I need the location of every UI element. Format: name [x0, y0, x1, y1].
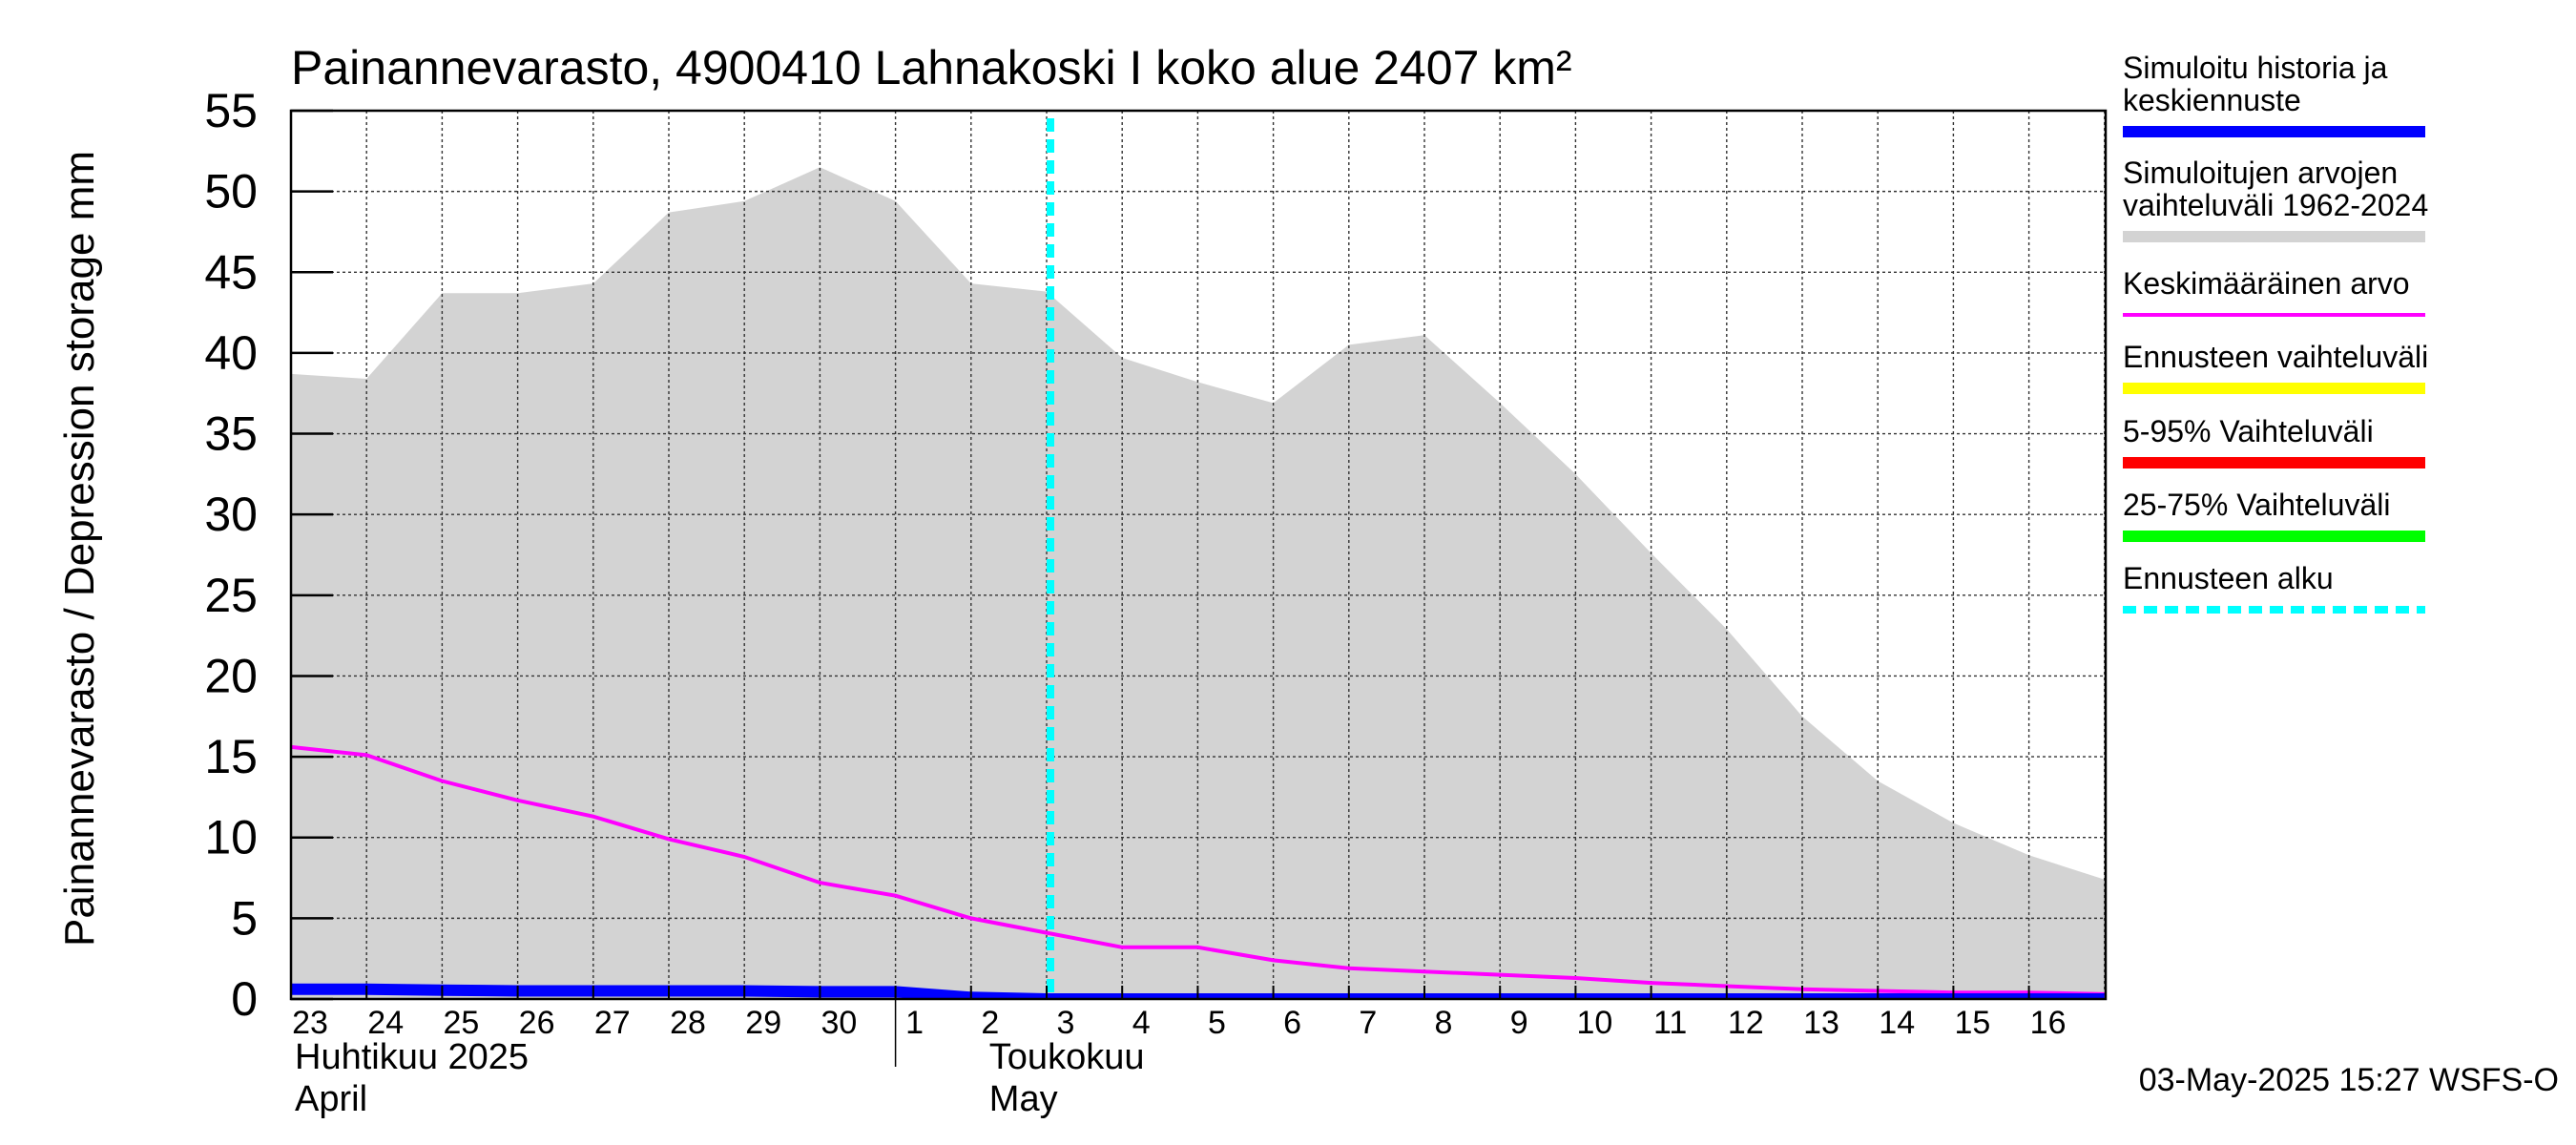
- chart-title: Painannevarasto, 4900410 Lahnakoski I ko…: [291, 41, 1572, 94]
- x-tick-label: 2: [981, 1005, 999, 1041]
- month-label-fi: Huhtikuu 2025: [295, 1037, 529, 1077]
- x-tick-label: 29: [745, 1005, 781, 1041]
- x-tick-label: 12: [1728, 1005, 1764, 1041]
- x-tick-label: 26: [519, 1005, 555, 1041]
- legend-label: Simuloitujen arvojen: [2123, 156, 2398, 190]
- x-tick-label: 9: [1510, 1005, 1528, 1041]
- y-tick-label: 5: [231, 891, 258, 945]
- month-label-fi: Toukokuu: [989, 1037, 1145, 1077]
- x-tick-label: 3: [1057, 1005, 1075, 1041]
- y-tick-label: 40: [204, 326, 258, 380]
- x-tick-label: 10: [1576, 1005, 1612, 1041]
- y-tick-label: 25: [204, 569, 258, 622]
- timestamp-footer: 03-May-2025 15:27 WSFS-O: [2139, 1062, 2559, 1098]
- legend-label: Simuloitu historia ja: [2123, 51, 2388, 85]
- x-tick-label: 4: [1132, 1005, 1151, 1041]
- x-tick-label: 5: [1208, 1005, 1226, 1041]
- y-tick-label: 20: [204, 649, 258, 702]
- x-tick-label: 30: [821, 1005, 857, 1041]
- x-tick-label: 27: [594, 1005, 631, 1041]
- y-tick-label: 55: [204, 84, 258, 137]
- y-tick-label: 15: [204, 730, 258, 783]
- y-tick-label: 30: [204, 488, 258, 541]
- y-tick-label: 35: [204, 407, 258, 461]
- x-tick-label: 25: [443, 1005, 479, 1041]
- y-tick-label: 50: [204, 165, 258, 219]
- month-label-en: April: [295, 1079, 367, 1119]
- y-tick-label: 0: [231, 972, 258, 1026]
- x-tick-label: 13: [1803, 1005, 1839, 1041]
- x-tick-label: 7: [1359, 1005, 1377, 1041]
- legend-label: 25-75% Vaihteluväli: [2123, 488, 2390, 522]
- x-tick-label: 24: [367, 1005, 404, 1041]
- x-tick-label: 14: [1879, 1005, 1915, 1041]
- legend-label: Keskimääräinen arvo: [2123, 266, 2410, 301]
- y-tick-label: 45: [204, 245, 258, 299]
- x-tick-label: 1: [905, 1005, 924, 1041]
- y-axis-label: Painannevarasto / Depression storage mm: [56, 151, 103, 947]
- legend-label: vaihteluväli 1962-2024: [2123, 188, 2428, 222]
- x-tick-label: 23: [292, 1005, 328, 1041]
- x-tick-label: 15: [1954, 1005, 1990, 1041]
- legend-label: keskiennuste: [2123, 83, 2301, 117]
- legend-label: Ennusteen vaihteluväli: [2123, 340, 2428, 374]
- month-label-en: May: [989, 1079, 1058, 1119]
- legend-label: Ennusteen alku: [2123, 561, 2334, 595]
- x-tick-label: 6: [1283, 1005, 1301, 1041]
- legend-label: 5-95% Vaihteluväli: [2123, 414, 2374, 448]
- x-tick-label: 8: [1435, 1005, 1453, 1041]
- y-tick-label: 10: [204, 811, 258, 864]
- x-tick-label: 28: [670, 1005, 706, 1041]
- x-tick-label: 16: [2030, 1005, 2067, 1041]
- x-tick-label: 11: [1653, 1005, 1687, 1041]
